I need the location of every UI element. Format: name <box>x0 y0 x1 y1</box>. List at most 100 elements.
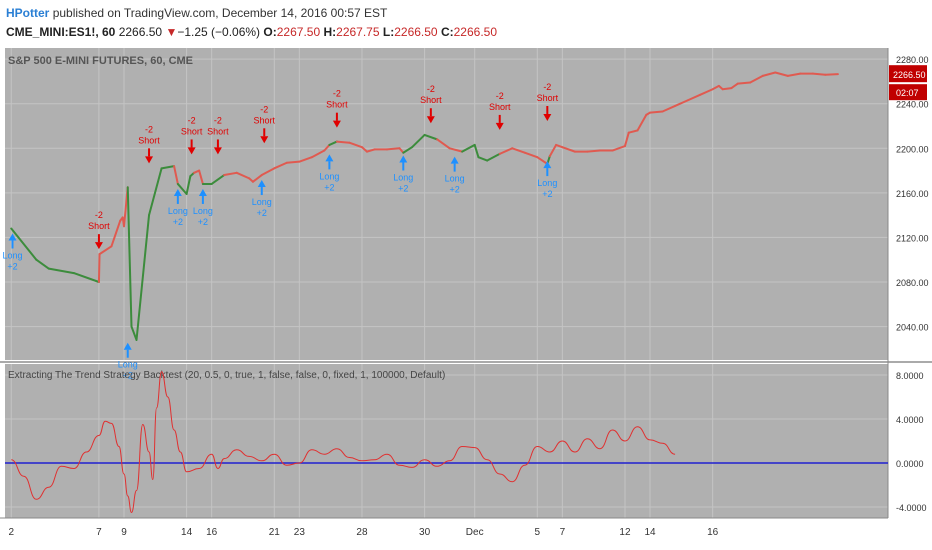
price-line-segment <box>649 110 664 114</box>
short-signal-label: Short <box>489 102 511 112</box>
author-link[interactable]: HPotter <box>6 6 50 20</box>
short-signal-qty: -2 <box>145 124 153 134</box>
price-line-segment <box>661 104 677 113</box>
last-price: 2266.50 <box>118 25 163 39</box>
change-down-icon: ▼ <box>165 25 178 39</box>
x-tick-label: 5 <box>535 527 541 538</box>
price-line-segment <box>126 186 133 328</box>
price-line-segment <box>348 141 363 149</box>
long-arrow-icon <box>543 161 552 169</box>
high-value: 2267.75 <box>336 25 380 39</box>
price-line-segment <box>148 167 163 217</box>
price-line-segment <box>721 87 733 91</box>
price-line-segment <box>173 165 179 185</box>
x-tick-label: 30 <box>419 527 431 538</box>
price-line-segment <box>674 99 689 107</box>
last-price-badge <box>889 65 927 83</box>
indicator-y-tick-label: 4.0000 <box>896 415 924 425</box>
short-signal-label: Short <box>326 100 348 110</box>
x-tick-label: Dec <box>466 527 484 538</box>
price-line-segment <box>623 131 630 148</box>
short-signal-qty: -2 <box>214 115 222 125</box>
price-line-segment <box>477 156 489 162</box>
price-line-segment <box>98 245 113 256</box>
short-signal-qty: -2 <box>496 91 504 101</box>
long-signal-qty: +2 <box>450 185 460 195</box>
symbol-label: CME_MINI:ES1!, 60 <box>6 25 116 39</box>
short-signal-label: Short <box>537 93 559 103</box>
y-tick-label: 2280.00 <box>896 55 929 65</box>
long-signal-qty: +2 <box>398 184 408 194</box>
price-line-segment <box>10 227 38 261</box>
y-tick-label: 2120.00 <box>896 233 929 243</box>
price-change: −1.25 (−0.06%) <box>177 25 261 39</box>
short-signal-qty: -2 <box>427 84 435 94</box>
price-line-segment <box>198 169 204 185</box>
price-line-segment <box>335 140 351 144</box>
low-value: 2266.50 <box>394 25 438 39</box>
price-line-segment <box>699 88 714 96</box>
short-signal-qty: -2 <box>260 104 268 114</box>
long-signal-qty: +2 <box>7 262 17 272</box>
x-tick-label: 23 <box>294 527 306 538</box>
high-label: H: <box>323 25 337 39</box>
long-signal-qty: +2 <box>173 217 183 227</box>
price-line-segment <box>736 81 752 85</box>
price-line-segment <box>223 171 238 177</box>
long-signal-qty: +2 <box>257 208 267 218</box>
last-price-badge-text: 2266.50 <box>893 70 926 80</box>
low-label: L: <box>382 25 395 39</box>
price-line-segment <box>35 258 50 270</box>
indicator-y-tick-label: 0.0000 <box>896 459 924 469</box>
long-signal-label: Long <box>2 251 22 261</box>
x-tick-label: 7 <box>96 527 102 538</box>
x-tick-label: 12 <box>619 527 631 538</box>
chart-header: HPotter published on TradingView.com, De… <box>0 0 932 44</box>
price-line-segment <box>786 72 802 77</box>
price-line-segment <box>523 151 539 159</box>
short-arrow-icon <box>145 156 154 164</box>
long-arrow-icon <box>257 180 266 188</box>
short-arrow-icon <box>94 242 103 250</box>
x-tick-label: 14 <box>181 527 193 538</box>
price-line-segment <box>273 161 288 170</box>
price-line-segment <box>135 214 151 341</box>
countdown-badge-text: 02:07 <box>896 88 919 98</box>
price-line-segment <box>210 174 226 185</box>
chart-area[interactable]: 2 7 9 14 16 21 23 28 30 Dec 5 7 12 14 16 2280.00 2240.00… <box>0 44 932 550</box>
y-tick-label: 2040.00 <box>896 323 929 333</box>
long-signal-label: Long <box>168 206 188 216</box>
short-signal-qty: -2 <box>188 115 196 125</box>
short-signal-qty: -2 <box>333 89 341 99</box>
short-signal-label: Short <box>207 126 229 136</box>
long-arrow-icon <box>450 156 459 164</box>
indicator-title: Extracting The Trend Strategy Backtest (… <box>8 370 445 381</box>
long-arrow-icon <box>399 155 408 163</box>
time-axis-panel <box>0 518 888 550</box>
price-line-segment <box>749 74 764 84</box>
short-arrow-icon <box>213 147 222 155</box>
y-tick-label: 2240.00 <box>896 100 929 110</box>
price-line-segment <box>310 149 326 159</box>
close-value: 2266.50 <box>453 25 498 39</box>
price-line-segment <box>561 146 576 153</box>
price-line-segment <box>402 146 414 154</box>
publish-line: HPotter published on TradingView.com, De… <box>6 6 387 20</box>
price-line-segment <box>328 140 338 146</box>
y-tick-label: 2080.00 <box>896 278 929 288</box>
x-tick-label: 21 <box>269 527 281 538</box>
long-signal-label: Long <box>319 171 339 181</box>
price-line-segment <box>260 167 276 177</box>
x-tick-label: 9 <box>121 527 127 538</box>
price-line-segment <box>47 267 75 275</box>
close-label: C: <box>440 25 454 39</box>
short-signal-label: Short <box>181 126 203 136</box>
published-text: published on TradingView.com, December 1… <box>52 6 388 20</box>
price-line-segment <box>360 146 368 153</box>
short-arrow-icon <box>260 136 269 144</box>
x-tick-label: 14 <box>644 527 656 538</box>
price-line-segment <box>386 147 401 151</box>
x-tick-label: 7 <box>560 527 566 538</box>
indicator-line <box>11 371 676 514</box>
long-arrow-icon <box>8 233 17 241</box>
